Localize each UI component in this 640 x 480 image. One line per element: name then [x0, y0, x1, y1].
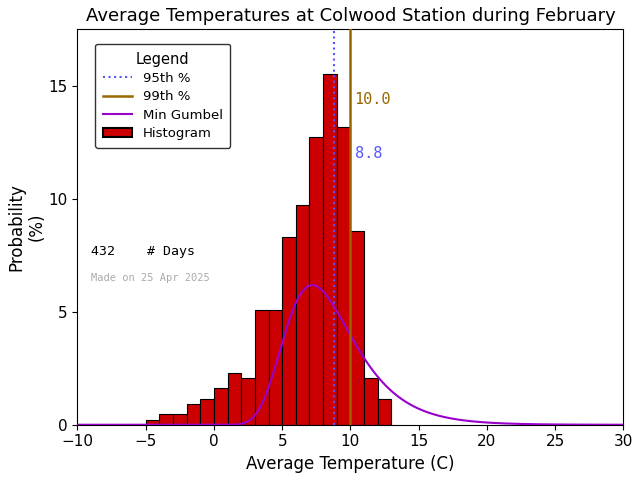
Bar: [269, 310, 282, 425]
X-axis label: Average Temperature (C): Average Temperature (C): [246, 455, 454, 473]
Bar: [351, 231, 364, 425]
Bar: [228, 372, 241, 425]
Text: 8.8: 8.8: [355, 146, 382, 161]
Bar: [214, 388, 228, 425]
Bar: [323, 74, 337, 425]
Text: Made on 25 Apr 2025: Made on 25 Apr 2025: [91, 273, 210, 283]
Title: Average Temperatures at Colwood Station during February: Average Temperatures at Colwood Station …: [86, 7, 615, 25]
Bar: [378, 398, 392, 425]
Bar: [187, 404, 200, 425]
Bar: [173, 414, 187, 425]
Bar: [310, 137, 323, 425]
Bar: [241, 378, 255, 425]
Bar: [337, 127, 351, 425]
Bar: [146, 420, 159, 425]
Legend: 95th %, 99th %, Min Gumbel, Histogram: 95th %, 99th %, Min Gumbel, Histogram: [95, 44, 230, 148]
Text: 10.0: 10.0: [355, 92, 391, 107]
Bar: [200, 398, 214, 425]
Y-axis label: Probability
(%): Probability (%): [7, 183, 45, 271]
Bar: [159, 414, 173, 425]
Bar: [296, 205, 310, 425]
Bar: [255, 310, 269, 425]
Bar: [282, 237, 296, 425]
Bar: [364, 378, 378, 425]
Text: 432    # Days: 432 # Days: [91, 245, 195, 258]
